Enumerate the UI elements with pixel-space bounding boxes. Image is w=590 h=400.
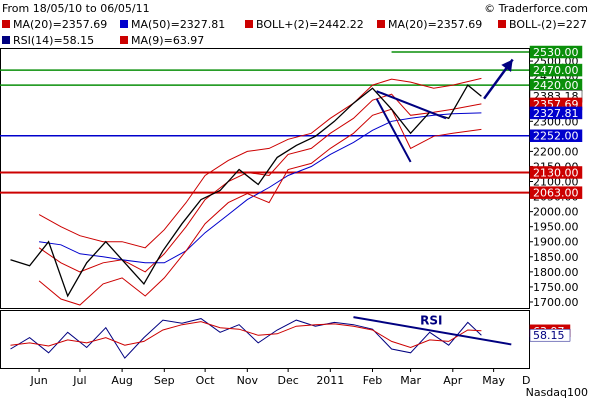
trendline — [375, 98, 412, 163]
period-label: From 18/05/10 to 06/05/11 — [2, 2, 150, 15]
price-tag-label: 2252.00 — [533, 130, 579, 143]
rsi-tag-box — [529, 328, 571, 342]
rsi-panel: RSI — [10, 314, 512, 359]
series-line — [38, 93, 482, 273]
legend-label-rsi: RSI(14)=58.15 — [13, 34, 94, 47]
series-line — [39, 112, 482, 264]
rsi-tags: 63.9758.15 — [529, 324, 571, 342]
legend-label-rsi-ma: MA(9)=63.97 — [131, 34, 204, 47]
y-tick-label: 2200.00 — [533, 145, 579, 158]
x-tick-label: May — [482, 374, 505, 387]
price-panel-frame — [0, 48, 530, 309]
x-tick-label: Nov — [237, 374, 259, 387]
x-tick-label: Apr — [443, 374, 463, 387]
legend-swatch-boll-upper — [245, 20, 253, 28]
y-tick-label: 1950.00 — [533, 221, 579, 234]
series-line — [38, 77, 482, 249]
y-tick-label: 2000.00 — [533, 206, 579, 219]
y-tick-label: 2100.00 — [533, 176, 579, 189]
price-tag-label: 2130.00 — [533, 166, 579, 179]
price-tag-label: 2063.00 — [533, 187, 579, 200]
legend-swatch-ma50 — [120, 20, 128, 28]
legend-swatch-ma20-b — [377, 20, 385, 28]
price-tag-box — [529, 166, 583, 179]
legend-label-ma20-b: MA(20)=2357.69 — [388, 18, 482, 31]
series-line — [10, 84, 482, 298]
legend-label-boll-lower: BOLL-(2)=227 — [509, 18, 587, 31]
x-tick-label: Jun — [30, 374, 48, 387]
legend-swatch-rsi-ma — [120, 36, 128, 44]
legend-swatch-rsi — [2, 36, 10, 44]
legend-top: MA(20)=2357.69 MA(50)=2327.81 BOLL+(2)=2… — [2, 18, 587, 31]
x-tick-label: Mar — [400, 374, 421, 387]
price-tag-box — [529, 106, 583, 120]
legend-label-ma20: MA(20)=2357.69 — [13, 18, 107, 31]
price-tag-box — [529, 45, 583, 59]
x-tick-label: D — [522, 374, 530, 387]
trendline — [376, 90, 447, 120]
price-panel — [0, 51, 529, 306]
legend-swatch-boll-lower — [498, 20, 506, 28]
legend-label-ma50: MA(50)=2327.81 — [131, 18, 225, 31]
forecast-arrow-head — [501, 59, 513, 72]
legend-rsi: RSI(14)=58.15 MA(9)=63.97 — [2, 34, 204, 47]
rsi-series-line — [10, 321, 482, 349]
y-tick-label: 1700.00 — [533, 296, 579, 309]
price-tags: 2530.002470.002420.002383.182357.692327.… — [529, 45, 583, 200]
chart-subtitle: Nasdaq100 — [526, 386, 588, 399]
price-tag-label: 2420.00 — [533, 79, 579, 92]
price-tag-label: 2327.81 — [533, 107, 579, 120]
legend-label-boll-upper: BOLL+(2)=2442.22 — [256, 18, 364, 31]
rsi-trendline — [353, 316, 512, 346]
source-label: © Traderforce.com — [484, 2, 588, 15]
rsi-panel-frame — [0, 310, 530, 369]
x-tick-label: 2011 — [316, 374, 344, 387]
y-tick-label: 1850.00 — [533, 251, 579, 264]
x-tick-label: Sep — [154, 374, 175, 387]
x-tick-label: Feb — [363, 374, 382, 387]
price-tag-box — [529, 129, 583, 142]
x-tick-label: Aug — [111, 374, 132, 387]
y-tick-label: 1900.00 — [533, 236, 579, 249]
rsi-series-line — [10, 318, 482, 359]
rsi-annotation: RSI — [420, 314, 442, 328]
x-tick-label: Oct — [196, 374, 216, 387]
x-tick-label: Jul — [72, 374, 86, 387]
price-tag-box — [529, 63, 583, 77]
price-tag-label: 2470.00 — [533, 64, 579, 77]
series-line — [38, 108, 482, 306]
x-tick-label: Dec — [277, 374, 298, 387]
price-tag-label: 2530.00 — [533, 46, 579, 59]
price-tag-box — [529, 186, 583, 199]
y-tick-label: 1800.00 — [533, 266, 579, 279]
rsi-tag-label: 58.15 — [533, 329, 565, 342]
x-axis: Jun Jul Aug Sep Oct Nov Dec 2011 Feb Mar Apr May D — [30, 368, 531, 387]
legend-swatch-ma20 — [2, 20, 10, 28]
y-tick-label: 1750.00 — [533, 281, 579, 294]
